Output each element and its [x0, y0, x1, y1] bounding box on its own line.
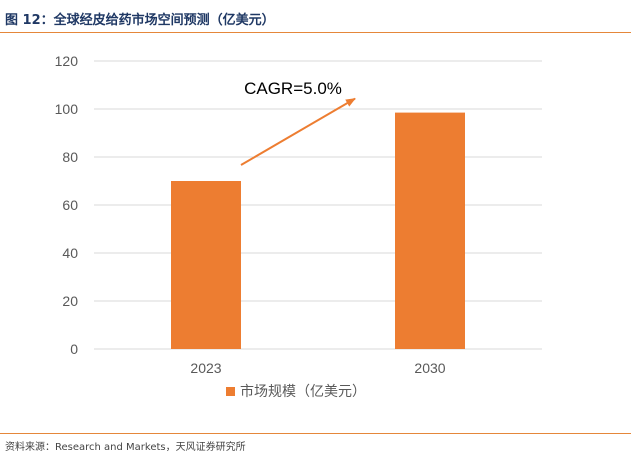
figure-title: 图 12：全球经皮给药市场空间预测（亿美元） — [5, 13, 275, 28]
y-tick-label: 0 — [70, 341, 78, 357]
bottom-divider — [0, 433, 631, 434]
bar-chart: 0 20 40 60 80 100 120 2023 2030 CAGR=5.0% 市场规模（… — [55, 53, 542, 400]
y-tick-label: 60 — [62, 197, 78, 213]
x-axis-tick-labels: 2023 2030 — [190, 360, 445, 376]
bar-2023 — [171, 181, 241, 349]
cagr-arrow — [240, 97, 356, 166]
legend: 市场规模（亿美元） — [226, 383, 366, 400]
legend-swatch — [226, 387, 235, 396]
gridlines — [94, 60, 542, 350]
source-note: 资料来源：Research and Markets，天风证券研究所 — [5, 442, 246, 453]
y-axis-tick-labels: 0 20 40 60 80 100 120 — [55, 53, 79, 357]
y-tick-label: 40 — [62, 245, 78, 261]
cagr-arrow-layer — [240, 97, 356, 166]
y-tick-label: 120 — [55, 53, 79, 69]
bar-2030 — [395, 112, 465, 349]
y-tick-label: 80 — [62, 149, 78, 165]
bars — [171, 112, 465, 349]
legend-label: 市场规模（亿美元） — [240, 383, 366, 400]
x-tick-label: 2023 — [190, 360, 221, 376]
x-tick-label: 2030 — [414, 360, 445, 376]
top-divider — [0, 32, 631, 33]
cagr-annotation: CAGR=5.0% — [244, 79, 342, 98]
y-tick-label: 100 — [55, 101, 79, 117]
y-tick-label: 20 — [62, 293, 78, 309]
